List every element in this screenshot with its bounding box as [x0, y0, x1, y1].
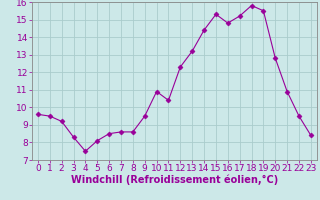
X-axis label: Windchill (Refroidissement éolien,°C): Windchill (Refroidissement éolien,°C)	[71, 175, 278, 185]
